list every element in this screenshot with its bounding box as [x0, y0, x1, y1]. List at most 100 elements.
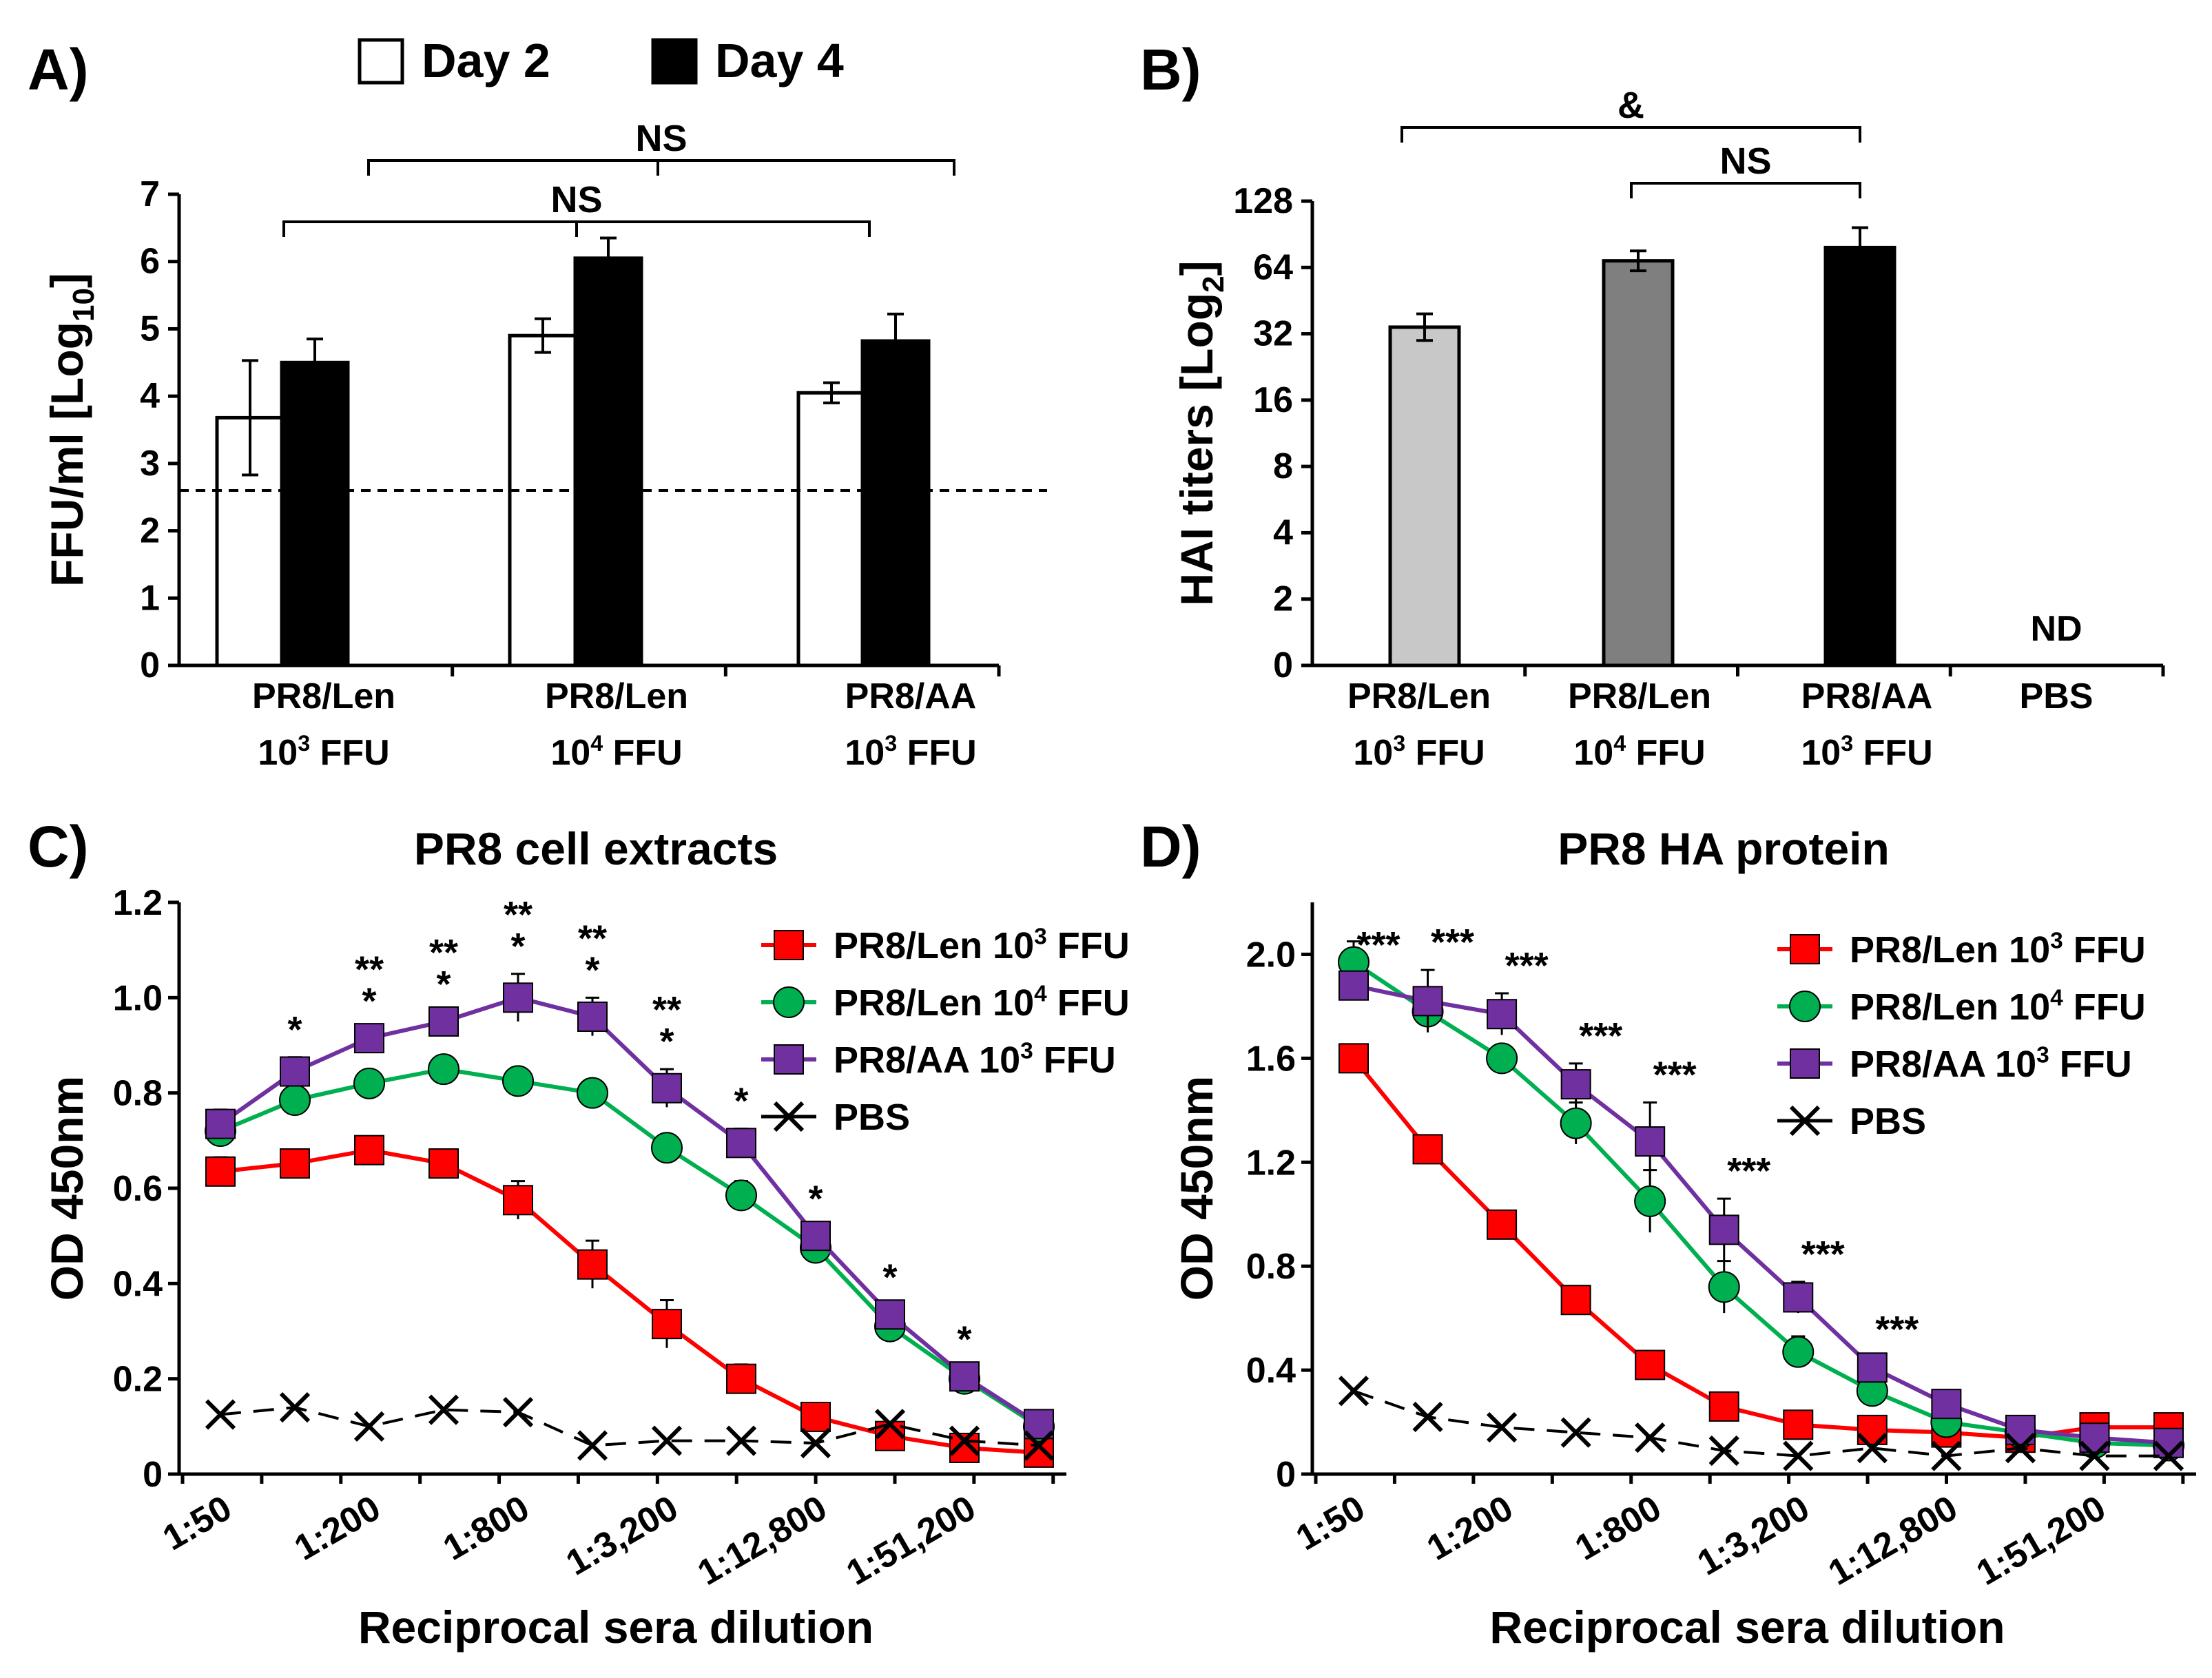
- marker-square: [205, 1156, 236, 1187]
- legend-label-rest: FFU: [2049, 1044, 2132, 1085]
- marker-circle: [725, 1179, 757, 1212]
- not-detected-label: ND: [2030, 609, 2082, 649]
- y-axis-label: OD 450nm: [1171, 1076, 1222, 1301]
- marker-x: [577, 1430, 608, 1461]
- x-tick-label: 1:50: [156, 1488, 238, 1558]
- bar-hai-titer: [1388, 325, 1461, 667]
- y-tick-label: 2.0: [1246, 935, 1296, 975]
- marker-circle: [353, 1067, 385, 1099]
- significance-marker: **: [355, 949, 384, 990]
- legend-label-rest: FFU: [2063, 986, 2146, 1028]
- y-tick-label: 0.2: [113, 1360, 163, 1400]
- y-tick-label: 7: [140, 174, 160, 214]
- marker-square: [205, 1108, 236, 1139]
- legend-label-base: PBS: [1850, 1101, 1926, 1142]
- significance-marker: ***: [1727, 1150, 1770, 1192]
- legend-marker-square: [1790, 934, 1820, 964]
- marker-square: [1635, 1126, 1666, 1157]
- marker-square: [1412, 986, 1443, 1017]
- x-tick-label: 1:50: [1290, 1488, 1372, 1558]
- panel-b-letter: B): [1140, 37, 1201, 102]
- series-line: [1352, 1057, 2169, 1440]
- marker-square: [503, 982, 533, 1013]
- series-1: [205, 1053, 1055, 1442]
- bar-day-4: [280, 360, 350, 667]
- significance-marker: **: [578, 918, 607, 959]
- legend-swatch-day-4: [651, 38, 698, 85]
- x-category-label-line2-rest: FFU: [310, 733, 390, 773]
- y-tick-label: 1.2: [113, 883, 163, 923]
- x-tick-label: 1:200: [1420, 1488, 1520, 1568]
- marker-circle: [1634, 1185, 1666, 1217]
- legend-label-rest: FFU: [2063, 929, 2146, 971]
- legend-label: PBS: [1850, 1101, 1926, 1142]
- bracket-day4-ns: NS: [367, 118, 955, 176]
- significance-marker: *: [957, 1318, 971, 1360]
- legend-marker-circle: [1789, 991, 1821, 1022]
- legend-marker-x: [1789, 1105, 1821, 1137]
- marker-x: [1412, 1401, 1443, 1433]
- y-tick-label: 32: [1253, 314, 1293, 354]
- x-category-label-line2-sup: 3: [885, 731, 897, 756]
- significance-marker: ***: [1875, 1309, 1919, 1350]
- marker-square: [503, 1185, 533, 1216]
- marker-x: [2005, 1433, 2036, 1464]
- legend-label: PR8/Len 104 FFU: [834, 981, 1130, 1024]
- marker-square: [726, 1128, 756, 1159]
- bracket-ns-label: NS: [1719, 141, 1771, 182]
- x-category-label-line2-sup: 4: [590, 731, 603, 756]
- legend-label: PR8/Len 103 FFU: [834, 924, 1130, 966]
- significance-marker: **: [429, 932, 458, 973]
- marker-square: [280, 1148, 310, 1179]
- marker-square: [1708, 1391, 1739, 1422]
- y-tick-label: 6: [140, 242, 160, 282]
- y-axis-label-sub: 2: [1197, 276, 1230, 292]
- marker-x: [2079, 1440, 2110, 1471]
- marker-circle: [1486, 1042, 1518, 1075]
- significance-marker: ***: [1801, 1234, 1845, 1275]
- y-tick-label: 64: [1253, 247, 1293, 287]
- x-category-label-line2-base: 10: [1353, 733, 1393, 773]
- legend-label: PBS: [834, 1097, 910, 1138]
- x-category-label-line2-rest: FFU: [897, 733, 977, 773]
- x-category-label-line2: 103 FFU: [1801, 731, 1932, 773]
- legend-label-sup: 4: [1034, 981, 1047, 1006]
- panel-title: PR8 HA protein: [1558, 823, 1890, 874]
- bracket-day4-ns-line: [367, 159, 955, 176]
- legend-label-rest: FFU: [1033, 1039, 1116, 1081]
- legend-label-sup: 3: [1020, 1038, 1033, 1064]
- legend-label-day-4: Day 4: [715, 34, 844, 87]
- bracket-ns-line: [1630, 182, 1861, 198]
- y-tick-label: 128: [1233, 181, 1293, 221]
- marker-x: [1560, 1417, 1591, 1448]
- legend-label-rest: FFU: [1047, 982, 1130, 1024]
- x-category-label-line1: PR8/Len: [1347, 676, 1491, 716]
- marker-x: [2153, 1440, 2184, 1471]
- x-tick-label: 1:3,200: [559, 1488, 685, 1583]
- y-axis-label-main: FFU/ml [Log: [41, 322, 92, 587]
- x-category-label-line1: PBS: [2020, 676, 2094, 716]
- marker-circle: [279, 1084, 311, 1117]
- y-tick-label: 0.4: [1246, 1351, 1296, 1391]
- panel-letter: C): [28, 814, 89, 879]
- marker-circle: [502, 1065, 534, 1097]
- x-category-label-line2: 104 FFU: [550, 731, 682, 773]
- significance-marker: ***: [1505, 945, 1549, 986]
- marker-x: [1486, 1411, 1518, 1443]
- marker-square: [949, 1432, 980, 1463]
- marker-x: [428, 1394, 459, 1425]
- marker-square: [1857, 1352, 1888, 1383]
- x-tick-label: 1:800: [1569, 1488, 1668, 1568]
- marker-square: [1560, 1285, 1591, 1316]
- x-category-label-line2: 104 FFU: [1573, 731, 1705, 773]
- significance-marker: *: [882, 1256, 897, 1298]
- legend-label: PR8/Len 104 FFU: [1850, 985, 2146, 1028]
- y-tick-label: 0: [1273, 645, 1293, 685]
- marker-x: [1635, 1422, 1666, 1453]
- y-axis-label: FFU/ml [Log10]: [41, 273, 101, 587]
- series-0: [1338, 1043, 2184, 1453]
- significance-marker: *: [436, 964, 451, 1005]
- x-tick-label: 1:51,200: [1970, 1488, 2113, 1593]
